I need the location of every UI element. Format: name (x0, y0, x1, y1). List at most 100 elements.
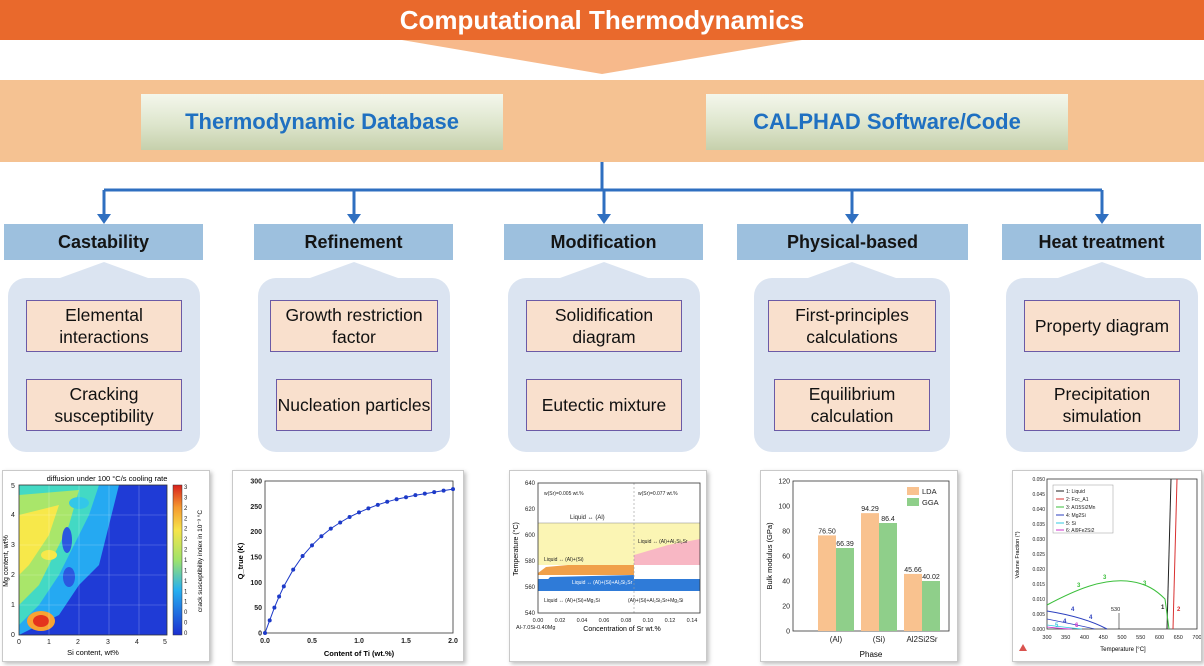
contour-ylabel: Mg content, wt% (3, 535, 10, 587)
ytick: 1 (11, 602, 15, 609)
bar (879, 523, 897, 631)
legend-entry: 6: Al9Fe2Si2 (1066, 528, 1095, 534)
y-tick-label: 0.000 (1032, 627, 1045, 633)
x-tick-label: 350 (1061, 635, 1070, 641)
legend-entry: 4: Mg2Si (1066, 513, 1086, 519)
data-point (451, 487, 455, 492)
colorbar-tick: 0 (184, 621, 188, 627)
data-point (277, 594, 282, 599)
data-point (413, 493, 418, 498)
x-tick-label: 1.0 (354, 638, 364, 645)
ytick: 5 (11, 483, 15, 490)
y-tick-label: 60 (782, 554, 790, 561)
x-tick-label: 0.0 (260, 638, 270, 645)
line-xlabel: Content of Ti (wt.%) (324, 649, 395, 658)
item-eutectic-mixture: Eutectic mixture (526, 379, 682, 431)
bar (861, 513, 879, 631)
legend-label: GGA (922, 498, 939, 507)
bar (922, 580, 940, 631)
phase-diagram: w(Sr)=0.005 wt.% w(Sr)=0.077 wt.% Liquid… (512, 481, 701, 633)
curve-label: 3 (1103, 575, 1107, 581)
bar-value-label: 86.4 (881, 516, 895, 523)
annotation-sr-low: w(Sr)=0.005 wt.% (544, 491, 584, 497)
property-xlabel: Temperature [°C] (1100, 647, 1146, 653)
y-tick-label: 20 (782, 604, 790, 611)
contour-xlabel: Si content, wt% (67, 648, 119, 657)
item-precipitation-simulation: Precipitation simulation (1024, 379, 1180, 431)
contour-map: diffusion under 100 °C/s cooling rate 0 (3, 474, 204, 657)
annotation-liquid-al: Liquid ↔ (Al) (570, 515, 605, 521)
colorbar-tick: 1 (184, 568, 188, 574)
colorbar-tick: 2 (184, 527, 188, 533)
item-first-principles-calculations: First-principles calculations (768, 300, 936, 352)
data-point (366, 506, 371, 511)
data-point (432, 490, 437, 495)
y-tick-label: 150 (250, 555, 262, 562)
ytick: 600 (525, 533, 536, 539)
bar-value-label: 45.66 (904, 567, 922, 574)
colorbar-tick: 1 (184, 600, 188, 606)
ytick: 620 (525, 507, 536, 513)
x-tick-label: 700 (1192, 635, 1201, 641)
ytick: 640 (525, 481, 536, 487)
banner-title: Computational Thermodynamics (0, 0, 1204, 40)
category-heat-treatment: Heat treatment (1002, 224, 1201, 260)
x-tick-label: 550 (1136, 635, 1145, 641)
legend-swatch (907, 498, 919, 506)
y-tick-label: 0.015 (1032, 582, 1045, 588)
annotation-four-phase: (Al)+(Si)+Al₂Si₂Sr+Mg₂Si (628, 598, 683, 604)
banner-arrow (402, 40, 802, 74)
thumbnail-crack-susceptibility-map: diffusion under 100 °C/s cooling rate 0 (2, 470, 210, 662)
curve-label: 5 (1055, 623, 1059, 629)
colorbar-tick: 1 (184, 558, 188, 564)
y-tick-label: 40 (782, 579, 790, 586)
curve-label: 1 (1161, 605, 1165, 611)
y-tick-label: 80 (782, 529, 790, 536)
item-cracking-susceptibility: Cracking susceptibility (26, 379, 182, 431)
colorbar-tick: 2 (184, 537, 188, 543)
colorbar (172, 484, 183, 636)
phase-xlabel: Concentration of Sr wt.% (583, 626, 660, 633)
y-tick-label: 0.035 (1032, 522, 1045, 528)
ytick: 2 (11, 572, 15, 579)
y-tick-label: 100 (250, 580, 262, 587)
property-diagram-chart: 1: Liquid 2: Fcc_A1 3: Al15Si2Mn 4: Mg2S… (1015, 477, 1202, 653)
xtick: 0.12 (665, 618, 676, 624)
thermodynamic-database-box: Thermodynamic Database (141, 94, 503, 150)
calphad-software-box: CALPHAD Software/Code (706, 94, 1068, 150)
data-point (422, 491, 427, 496)
annotation-liquid-al-si-mg: Liquid ↔ (Al)+(Si)+Mg₂Si (544, 598, 600, 604)
ytick: 560 (525, 585, 536, 591)
colorbar-tick: 2 (184, 506, 188, 512)
colorbar-tick: 1 (184, 589, 188, 595)
data-point (328, 526, 333, 531)
category-castability: Castability (4, 224, 203, 260)
panel-callouts (60, 262, 1146, 278)
thumbnail-growth-restriction-chart: 0.0 0.5 1.0 1.5 2.0 0 50 100 150 200 250 300 Conten… (232, 470, 464, 662)
y-tick-label: 0 (786, 629, 790, 636)
data-point (272, 605, 277, 610)
xtick: 0.06 (599, 618, 610, 624)
y-tick-label: 0.010 (1032, 597, 1045, 603)
xtick: 5 (163, 639, 167, 646)
xtick: 3 (106, 639, 110, 646)
x-tick-label: 0.5 (307, 638, 317, 645)
x-tick-label: 2.0 (448, 638, 458, 645)
xtick: 0.02 (555, 618, 566, 624)
bar-ylabel: Bulk modulus (GPa) (765, 522, 774, 590)
y-tick-label: 0.020 (1032, 567, 1045, 573)
colorbar-label: crack susceptibility index in 10⁻³ °C (196, 510, 204, 612)
category-label: Al2Si2Sr (906, 635, 937, 644)
contour-title: diffusion under 100 °C/s cooling rate (47, 474, 168, 483)
property-ylabel: Volume Fraction (*) (1015, 531, 1021, 578)
ytick: 4 (11, 512, 15, 519)
y-tick-label: 0.030 (1032, 537, 1045, 543)
data-point (291, 567, 296, 572)
annotation-liquid-al-sr: Liquid ↔ (Al)+Al₂Si₂Sr (638, 539, 688, 545)
item-equilibrium-calculation: Equilibrium calculation (774, 379, 930, 431)
x-tick-label: 650 (1174, 635, 1183, 641)
curve-label: 4 (1071, 607, 1075, 613)
ytick: 580 (525, 559, 536, 565)
data-point (281, 584, 286, 589)
y-tick-label: 100 (778, 504, 790, 511)
